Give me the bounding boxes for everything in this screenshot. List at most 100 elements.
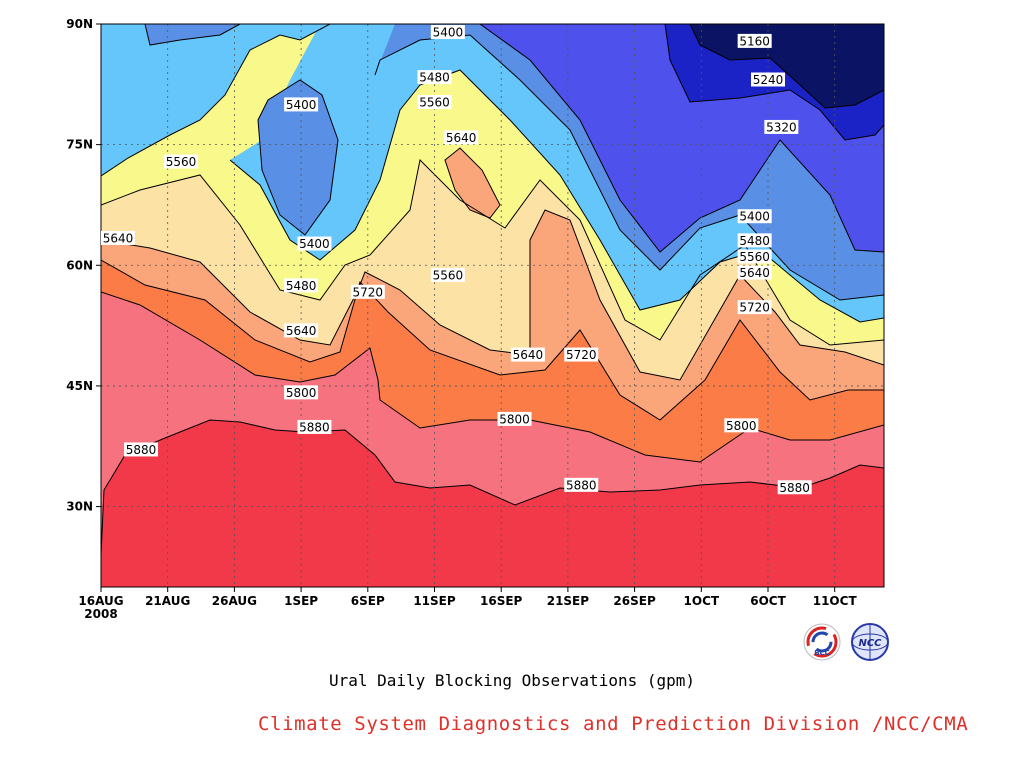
- contour-label-bg: [737, 233, 772, 248]
- contour-label: 5640: [101, 230, 135, 245]
- contour-label-text: 5400: [286, 98, 317, 112]
- contour-label-bg: [101, 230, 135, 245]
- contour-label-text: 5560: [739, 250, 770, 264]
- chart-caption: Ural Daily Blocking Observations (gpm): [328, 671, 696, 690]
- contour-label-text: 5800: [726, 419, 757, 433]
- y-tick-label: 90N: [66, 17, 93, 31]
- grid-lines: [101, 24, 884, 587]
- contour-label-text: 5560: [166, 155, 197, 169]
- contour-label: 5560: [430, 267, 465, 282]
- ncc-logo-text: NCC: [858, 638, 882, 649]
- contour-label-bg: [751, 72, 785, 87]
- contour-label-text: 5880: [126, 443, 157, 457]
- contour-label-text: 5400: [433, 26, 464, 40]
- contour-label: 5480: [417, 70, 452, 85]
- contour-label: 5400: [737, 209, 772, 224]
- contour-label-text: 5400: [739, 210, 770, 224]
- contour-label-text: 5480: [419, 71, 450, 85]
- y-tick-label: 30N: [66, 500, 93, 514]
- contour-label-bg: [737, 300, 772, 315]
- bcc-logo-text: BCC: [814, 649, 830, 657]
- contour-label-text: 5880: [779, 481, 810, 495]
- x-tick-label: 21AUG: [145, 594, 190, 608]
- contour-label-text: 5720: [566, 348, 597, 362]
- x-tick-label: 11OCT: [813, 594, 858, 608]
- contour-label-text: 5640: [286, 324, 317, 338]
- contour-label-bg: [430, 267, 465, 282]
- contour-lines: [101, 24, 884, 556]
- contour-label-bg: [284, 323, 319, 338]
- contour-label: 5400: [284, 97, 319, 112]
- y-axis: 30N 45N 60N 75N 90N: [66, 17, 101, 514]
- fill-5320-5400: [258, 80, 338, 235]
- contour-label-bg: [284, 385, 319, 400]
- contour-label: 5800: [724, 418, 759, 433]
- contour-label-text: 5640: [446, 131, 477, 145]
- contour-label-bg: [564, 477, 599, 492]
- contour-label-text: 5320: [766, 120, 797, 134]
- bcc-logo: BCC: [803, 623, 841, 661]
- contour-label-text: 5800: [286, 386, 317, 400]
- contour-label: 5800: [497, 411, 532, 426]
- contour-label-bg: [417, 95, 452, 110]
- contour-label: 5880: [297, 419, 332, 434]
- contour-label-text: 5720: [739, 301, 770, 315]
- contour-label: 5560: [417, 95, 452, 110]
- x-tick-label: 6OCT: [750, 594, 786, 608]
- contour-label-text: 5560: [419, 96, 450, 110]
- contour-labels: 5160 5240 5320 5400 5400 5400 5400 5480 5480 5480…: [101, 25, 812, 495]
- contour-label: 5640: [510, 347, 545, 362]
- contour-label-bg: [297, 419, 332, 434]
- contour-label-text: 5560: [433, 268, 464, 282]
- x-tick-label: 1SEP: [284, 594, 318, 608]
- contour-label-bg: [497, 411, 532, 426]
- contour-label-bg: [284, 97, 319, 112]
- contour-label-text: 5160: [739, 34, 770, 48]
- x-tick-label: 26AUG: [212, 594, 257, 608]
- contour-fills: [101, 24, 884, 587]
- contour-label-text: 5480: [739, 234, 770, 248]
- contour-label: 5880: [777, 480, 812, 495]
- contour-label: 5160: [737, 33, 772, 48]
- contour-label: 5720: [564, 347, 599, 362]
- x-year-label: 2008: [84, 607, 117, 621]
- contour-label-text: 5480: [286, 279, 317, 293]
- contour-label: 5320: [764, 119, 799, 134]
- contour-label: 5480: [284, 278, 319, 293]
- contour-label: 5400: [297, 236, 332, 251]
- contour-label-bg: [417, 70, 452, 85]
- contour-label-text: 5800: [499, 412, 530, 426]
- contour-label-text: 5640: [103, 231, 134, 245]
- x-axis: 16AUG 21AUG 26AUG 1SEP 6SEP 11SEP 16SEP 21SEP 26…: [78, 587, 857, 621]
- contour-label-bg: [737, 249, 772, 264]
- y-tick-label: 75N: [66, 138, 93, 152]
- contour-label-bg: [164, 154, 199, 169]
- x-tick-label: 16SEP: [480, 594, 523, 608]
- x-tick-label: 21SEP: [547, 594, 590, 608]
- contour-label: 5640: [444, 130, 479, 145]
- contour-label-bg: [724, 418, 759, 433]
- credit-line: Climate System Diagnostics and Predictio…: [258, 713, 969, 735]
- contour-label-bg: [764, 119, 799, 134]
- plot-frame: [100, 23, 885, 588]
- contour-label: 5400: [430, 25, 465, 40]
- contour-label: 5560: [737, 249, 772, 264]
- contour-label: 5720: [350, 284, 385, 299]
- contour-label-text: 5400: [299, 237, 330, 251]
- contour-label: 5800: [284, 385, 319, 400]
- x-tick-label: 11SEP: [413, 594, 456, 608]
- contour-label: 5640: [284, 323, 319, 338]
- contour-label-bg: [124, 442, 159, 457]
- ncc-logo: NCC: [851, 623, 889, 661]
- contour-label: 5640: [737, 265, 772, 280]
- contour-label-bg: [430, 25, 465, 40]
- contour-label-text: 5240: [753, 73, 784, 87]
- contour-label-bg: [737, 209, 772, 224]
- contour-label-text: 5880: [566, 478, 597, 492]
- contour-label-text: 5880: [299, 420, 330, 434]
- contour-label: 5240: [751, 72, 785, 87]
- contour-label-bg: [350, 284, 385, 299]
- contour-label: 5880: [564, 477, 599, 492]
- contour-label-bg: [510, 347, 545, 362]
- x-tick-label: 1OCT: [684, 594, 720, 608]
